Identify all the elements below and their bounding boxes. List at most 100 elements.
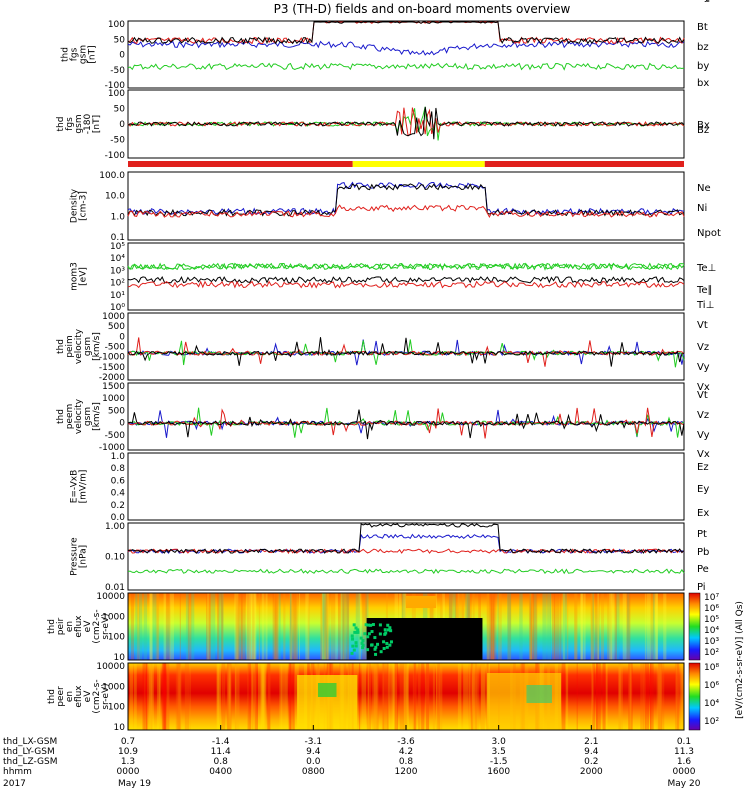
ylabel-line: thd <box>47 619 57 634</box>
spectrogram-streak <box>592 663 595 730</box>
spectrogram-streak <box>645 663 650 730</box>
spectrogram-streak <box>661 663 665 730</box>
ylabel-line: [nT] <box>92 115 102 133</box>
spectrogram-streak <box>426 663 430 730</box>
ylabel-line: peir <box>56 617 66 635</box>
spectrogram-streak <box>481 663 486 730</box>
ytick-label: 100.0 <box>99 171 125 181</box>
spectrogram-streak <box>650 663 654 730</box>
spectrogram-streak <box>364 593 368 660</box>
ion-speckle <box>373 647 377 651</box>
trace-temp-2 <box>127 276 685 284</box>
spectrogram-streak <box>421 663 425 730</box>
spectrogram-streak <box>260 663 265 730</box>
ion-speckle <box>354 641 358 645</box>
ylabel-line: Pressure <box>70 537 80 576</box>
spectrogram-streak <box>210 593 216 660</box>
spectrogram-streak <box>207 593 209 660</box>
spectrogram-streak <box>252 593 255 660</box>
spectrogram-streak <box>591 663 594 730</box>
legend-fgs-1: bz <box>697 42 709 53</box>
xrow-value: 0000 <box>117 767 140 777</box>
ylabel-line: peim <box>65 335 75 358</box>
spectrogram-streak <box>574 593 578 660</box>
spectrogram-streak <box>547 593 551 660</box>
xrow-label: hhmm <box>3 767 32 777</box>
spectrogram-streak <box>146 663 148 730</box>
ylabel-line: thd <box>56 117 66 132</box>
colorbar-electron-tick: 10⁴ <box>704 699 719 709</box>
spectrogram-streak <box>289 593 293 660</box>
spectrogram-streak <box>293 593 299 660</box>
spectrogram-streak <box>580 593 583 660</box>
ion-speckle <box>385 641 389 645</box>
legend-fgs_rot-0: Bx <box>697 120 710 131</box>
spectrogram-streak <box>609 593 613 660</box>
spectrogram-streak <box>138 593 143 660</box>
spectrogram-streak <box>158 663 161 730</box>
spectrogram-streak <box>561 663 566 730</box>
ytick-label: -50 <box>110 66 125 76</box>
ytick-label: 10⁴ <box>110 254 125 264</box>
legend-efield-1: Ey <box>697 484 709 495</box>
spectrogram-streak <box>376 663 379 730</box>
spectrogram-streak <box>254 593 257 660</box>
spectrogram-streak <box>240 593 243 660</box>
spectrogram-streak <box>320 593 324 660</box>
ion-speckle <box>369 623 373 627</box>
spectrogram-streak <box>217 663 220 730</box>
ytick-label: 100 <box>108 89 125 99</box>
spectrogram-streak <box>658 663 662 730</box>
ytick-label: 1500 <box>102 382 125 392</box>
spectrogram-streak <box>533 593 537 660</box>
ion-speckle <box>366 648 370 652</box>
ytick-label: 500 <box>108 322 125 332</box>
ion-speckle <box>386 628 390 632</box>
spectrogram-streak <box>652 593 655 660</box>
colorbar-electron-tick: 10⁸ <box>704 663 719 673</box>
ylabel-fgs: thd fgs gsm [nT] <box>61 45 98 64</box>
spectrogram-streak <box>340 593 342 660</box>
spectrogram-streak <box>403 663 409 730</box>
spectrogram-streak <box>147 663 153 730</box>
spectrogram-streak <box>342 593 348 660</box>
ylabel-line: (cm2-s- <box>92 679 102 713</box>
panel-peer: thd peer en eflux eV (cm2-s-sr-eV) 10000 1000 10… <box>47 662 685 733</box>
spectrogram-streak <box>533 593 538 660</box>
spectrogram-streak <box>189 663 191 730</box>
ion-speckle <box>378 632 382 636</box>
spectrogram-streak <box>347 593 350 660</box>
spectrogram-streak <box>567 593 569 660</box>
spectrogram-streak <box>340 593 344 660</box>
ion-speckle <box>389 640 393 644</box>
spectrogram-streak <box>405 663 409 730</box>
xrow-value: 9.4 <box>306 747 321 757</box>
ytick-label: 10000 <box>96 592 125 602</box>
spectrogram-streak <box>491 593 495 660</box>
spectrogram-streak <box>359 663 361 730</box>
ylabel-line: eV <box>83 690 93 703</box>
ytick-label: 1000 <box>102 394 125 404</box>
spectrogram-streak <box>272 593 277 660</box>
xrow-value: 3.5 <box>492 747 506 757</box>
ion-speckle <box>366 635 370 639</box>
spectrogram-streak <box>235 593 240 660</box>
legend-pressure-3: Pi <box>697 582 706 593</box>
spectrogram-streak <box>457 663 462 730</box>
ylabel-line: [nT] <box>88 45 98 63</box>
xrow-value: 0.7 <box>121 737 135 747</box>
spectrogram-streak <box>151 663 153 730</box>
ylabel-density: Density [cm-3] <box>70 188 89 223</box>
ion-speckle <box>386 623 390 627</box>
spectrogram-streak <box>362 593 364 660</box>
spectrogram-streak <box>273 593 279 660</box>
spectrogram-streak <box>367 663 371 730</box>
spectrogram-streak <box>305 593 309 660</box>
spectrogram-streak <box>261 593 265 660</box>
mode-segment-2 <box>484 161 684 167</box>
spectrogram-streak <box>307 593 310 660</box>
spectrogram-streak <box>155 593 159 660</box>
ytick-label: -1000 <box>99 353 125 363</box>
spectrogram-streak <box>236 593 241 660</box>
